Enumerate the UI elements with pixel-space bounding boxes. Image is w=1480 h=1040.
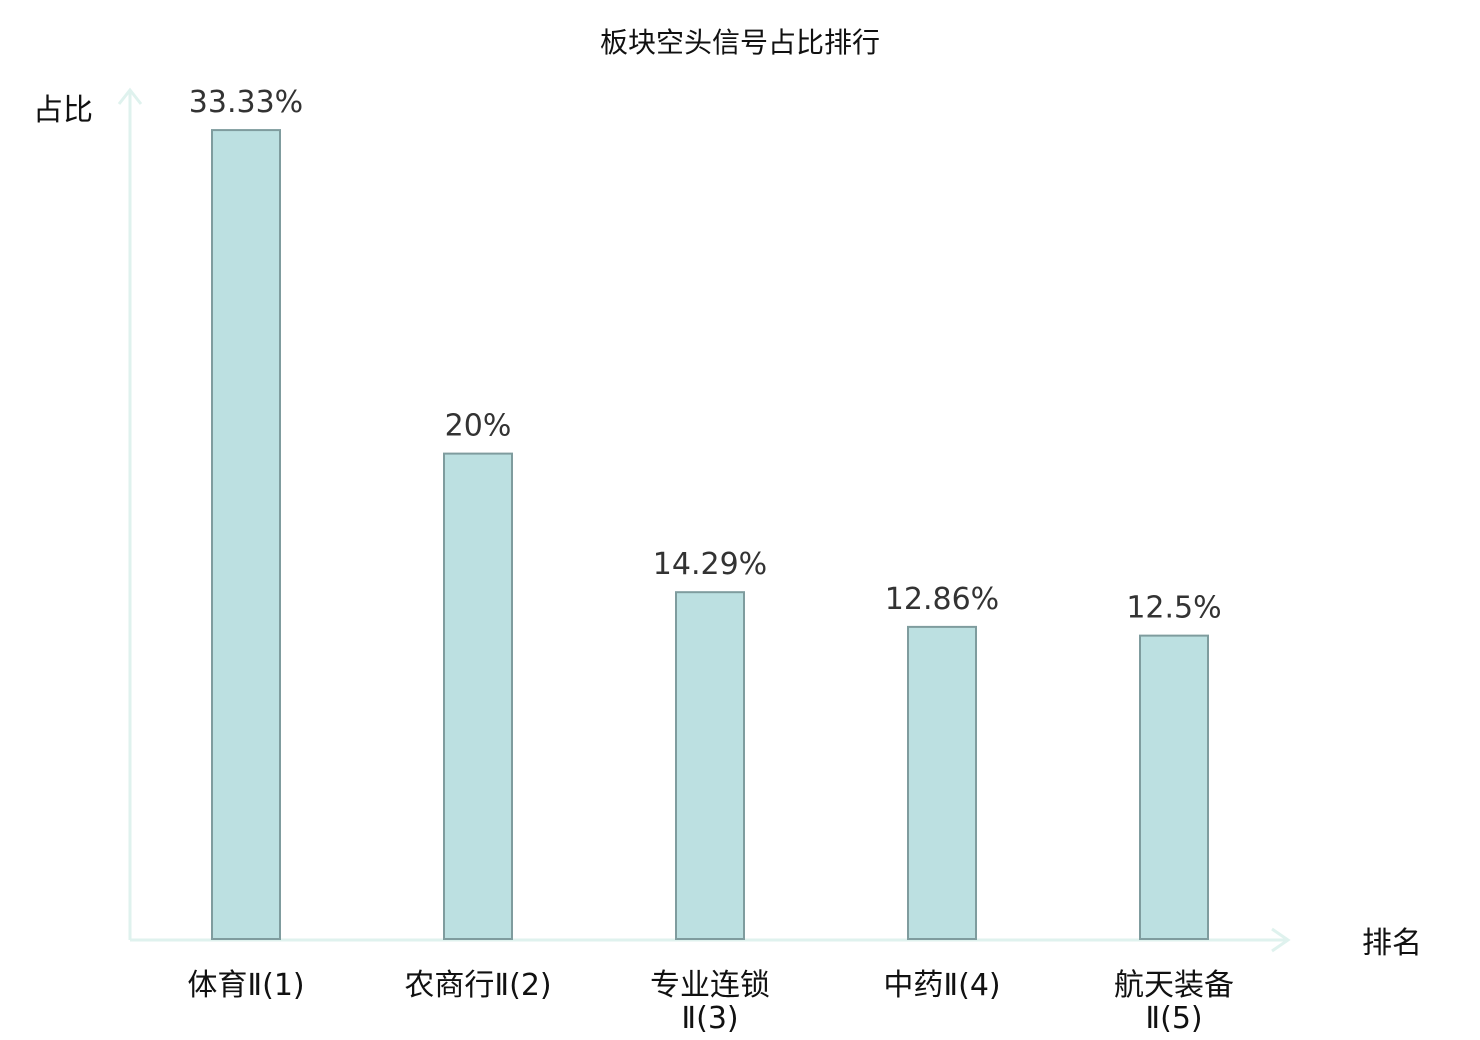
value-label-1: 33.33%	[189, 85, 303, 120]
category-label-line: Ⅱ(5)	[1145, 1001, 1202, 1036]
category-label-line: Ⅱ(3)	[681, 1001, 738, 1036]
bars-group	[211, 129, 1209, 941]
bar-3	[675, 591, 745, 940]
x-axis-label: 排名	[1362, 926, 1422, 961]
value-label-2: 20%	[445, 409, 512, 444]
y-axis-label: 占比	[33, 93, 93, 128]
category-label-line: 农商行Ⅱ(2)	[404, 968, 551, 1003]
bar-1	[211, 129, 281, 941]
category-label-2: 农商行Ⅱ(2)	[404, 968, 551, 1003]
category-label-line: 体育Ⅱ(1)	[187, 968, 304, 1003]
value-label-5: 12.5%	[1126, 591, 1221, 626]
category-label-5: 航天装备 Ⅱ(5)	[1114, 968, 1234, 1036]
category-labels-group: 体育Ⅱ(1) 农商行Ⅱ(2) 专业连锁 Ⅱ(3) 中药Ⅱ(4) 航天装备 Ⅱ(5)	[187, 968, 1234, 1036]
category-label-1: 体育Ⅱ(1)	[187, 968, 304, 1003]
category-label-4: 中药Ⅱ(4)	[883, 968, 1000, 1003]
bar-4	[907, 625, 977, 941]
value-labels-group: 33.33% 20% 14.29% 12.86% 12.5%	[189, 85, 1222, 626]
value-label-4: 12.86%	[885, 582, 999, 617]
chart-title: 板块空头信号占比排行	[600, 26, 880, 59]
category-label-3: 专业连锁 Ⅱ(3)	[650, 968, 770, 1036]
category-label-line: 航天装备	[1114, 968, 1234, 1003]
value-label-3: 14.29%	[653, 547, 767, 582]
y-axis	[117, 87, 143, 940]
category-label-line: 专业连锁	[650, 968, 770, 1003]
bar-5	[1139, 634, 1209, 940]
category-label-line: 中药Ⅱ(4)	[883, 968, 1000, 1003]
bar-2	[443, 452, 513, 940]
x-axis	[130, 927, 1291, 953]
